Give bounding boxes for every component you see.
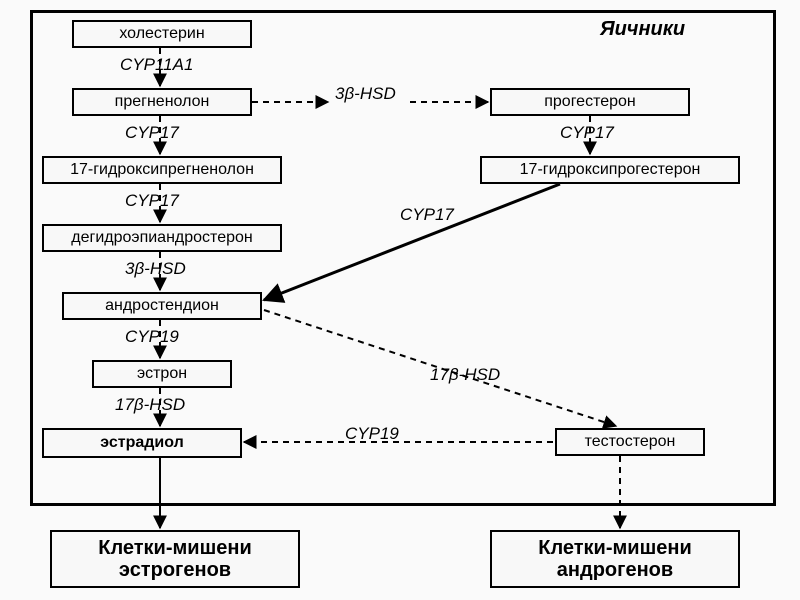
- arrows-layer: [0, 0, 800, 600]
- diagram-root: { "title": "Яичники", "nodes": { "n1": {…: [0, 0, 800, 600]
